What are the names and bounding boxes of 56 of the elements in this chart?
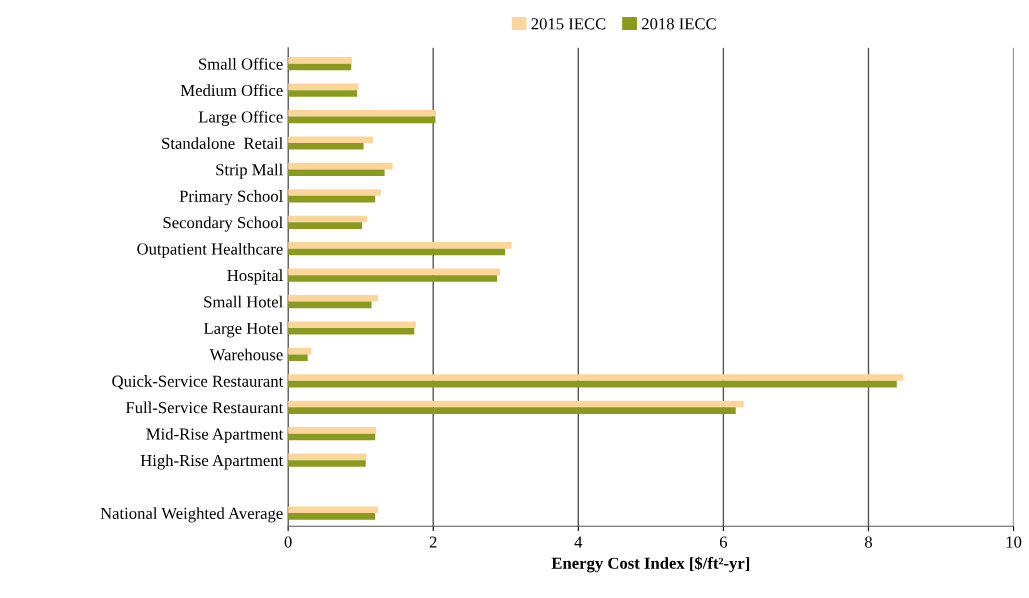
x-tick-label: 10 [1006, 536, 1022, 548]
x-tick-label: 4 [574, 536, 583, 548]
bar [288, 427, 376, 434]
x-axis-title: Energy Cost Index [$/ft²-yr] [551, 556, 750, 573]
bar [288, 407, 736, 414]
bar [288, 136, 373, 143]
bar [288, 321, 416, 329]
bar [288, 90, 358, 97]
bar [288, 460, 366, 467]
bar [288, 189, 381, 196]
bar [288, 380, 897, 388]
bar [288, 109, 437, 117]
bar [288, 242, 512, 249]
bar [288, 400, 744, 408]
y-tick-label: Strip Mall [216, 163, 283, 179]
bar [288, 222, 363, 229]
bar [288, 275, 498, 282]
x-tick-label: 8 [864, 536, 873, 548]
bar [288, 162, 393, 170]
y-tick-label: Small Office [199, 57, 283, 70]
bar [288, 374, 904, 381]
bar [288, 513, 376, 520]
bar [288, 354, 308, 362]
x-tick-label: 0 [284, 536, 292, 548]
y-tick-label: Primary School [179, 190, 283, 206]
y-tick-label: Warehouse [209, 348, 283, 361]
legend-label: 2018 IECC [641, 18, 716, 30]
y-tick-label: Mid-Rise Apartment [146, 427, 284, 444]
y-tick-label: Outpatient Healthcare [137, 242, 283, 259]
bar [288, 195, 376, 203]
y-tick-label: Large Hotel [203, 322, 283, 338]
legend-label: 2015 IECC [531, 18, 606, 30]
bar [288, 215, 368, 223]
y-tick-label: High-Rise Apartment [140, 454, 284, 470]
bar [288, 57, 352, 64]
y-tick-label: Quick-Service Restaurant [112, 375, 284, 390]
bar [288, 506, 379, 514]
y-tick-label: Secondary School [163, 216, 283, 232]
y-tick-label: Full-Service Restaurant [125, 401, 284, 414]
y-tick-label: Standalone Retail [162, 137, 283, 149]
bar [288, 268, 500, 276]
x-tick-label: 6 [719, 536, 728, 548]
bar [288, 169, 385, 177]
bar [288, 301, 372, 309]
y-tick-label: Hospital [227, 269, 283, 285]
bar [288, 248, 506, 256]
y-tick-label: Large Office [198, 110, 283, 127]
x-tick-label: 2 [429, 536, 437, 548]
y-tick-label: Medium Office [180, 84, 283, 97]
bar [288, 116, 436, 124]
bar [288, 433, 376, 441]
bar [288, 294, 379, 302]
bar [288, 328, 415, 335]
bar [288, 142, 364, 150]
y-tick-label: Small Hotel [204, 295, 283, 308]
y-tick-label: National Weighted Average [100, 507, 283, 523]
